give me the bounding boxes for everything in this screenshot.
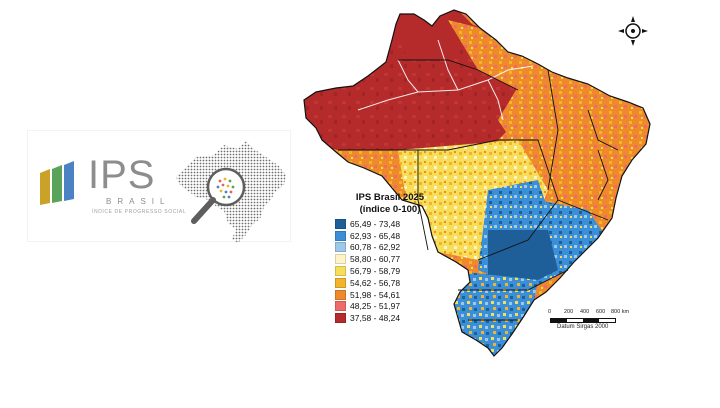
legend-label: 48,25 - 51,97	[350, 301, 401, 312]
scale-bar: 0 200 400 600 800 km Datum Sirgas 2000	[545, 309, 635, 339]
legend-swatch	[335, 301, 346, 312]
legend-label: 62,93 - 65,48	[350, 230, 401, 241]
legend-item: 60,78 - 62,92	[335, 242, 445, 254]
scale-tick-label: 600	[596, 309, 606, 315]
compass-rose-icon	[618, 16, 648, 46]
legend-label: 56,79 - 58,79	[350, 266, 401, 277]
legend-swatch	[335, 218, 346, 229]
legend-item: 56,79 - 58,79	[335, 265, 445, 277]
legend-item: 48,25 - 51,97	[335, 301, 445, 313]
magnifier-colored-dots	[216, 177, 235, 199]
ips-logo-subtext: BRASIL	[106, 197, 171, 206]
legend-swatch	[335, 289, 346, 300]
region-goias-blue	[488, 180, 548, 220]
legend-item: 51,98 - 54,61	[335, 289, 445, 301]
map-panel	[298, 0, 668, 360]
legend-label: 51,98 - 54,61	[350, 289, 401, 300]
scale-datum: Datum Sirgas 2000	[557, 324, 609, 330]
brazil-choropleth-map	[303, 9, 651, 357]
region-roraima	[388, 10, 478, 60]
region-mato-grosso	[408, 150, 508, 220]
legend-items: 65,49 - 73,48 62,93 - 65,48 60,78 - 62,92 5…	[335, 218, 445, 324]
legend-label: 58,80 - 60,77	[350, 254, 401, 265]
scale-tick-label: 400	[580, 309, 590, 315]
legend-label: 54,62 - 56,78	[350, 277, 401, 288]
legend-item: 65,49 - 73,48	[335, 218, 445, 230]
legend-item: 54,62 - 56,78	[335, 277, 445, 289]
legend-swatch	[335, 266, 346, 277]
scale-tick-label: 0	[548, 309, 552, 315]
scale-tick-label: 200	[564, 309, 574, 315]
legend-item: 62,93 - 65,48	[335, 230, 445, 242]
ips-brand-card: IPS BRASIL ÍNDICE DE PROGRESSO SOCIAL	[28, 131, 290, 243]
ips-logo-bars	[40, 161, 74, 205]
legend-swatch	[335, 242, 346, 253]
legend-swatch	[335, 313, 346, 324]
scale-bar-graphic	[550, 318, 616, 323]
amazon-rivers	[357, 39, 534, 121]
map-legend: IPS Brasil 2025 (índice 0-100) 65,49 - 7…	[335, 192, 445, 324]
logo-bar-green	[52, 165, 62, 203]
scale-tick-label: 800 km	[611, 309, 630, 315]
region-amapa-para	[448, 20, 548, 90]
magnifier-map-icon	[176, 141, 286, 243]
legend-title: IPS Brasil 2025	[355, 192, 425, 203]
ips-logo-text: IPS	[88, 153, 156, 197]
legend-item: 37,58 - 48,24	[335, 312, 445, 324]
state-borders	[338, 59, 619, 321]
legend-subtitle: (índice 0-100)	[359, 204, 421, 215]
legend-swatch	[335, 254, 346, 265]
ips-logo-tagline: ÍNDICE DE PROGRESSO SOCIAL	[92, 209, 187, 215]
logo-bar-yellow	[40, 169, 50, 205]
legend-label: 60,78 - 62,92	[350, 242, 401, 253]
legend-label: 65,49 - 73,48	[350, 218, 401, 229]
legend-label: 37,58 - 48,24	[350, 313, 401, 324]
magnifier-handle	[191, 197, 216, 224]
magnifier-lens	[206, 167, 246, 207]
legend-item: 58,80 - 60,77	[335, 253, 445, 265]
logo-bar-blue	[64, 161, 74, 201]
legend-swatch	[335, 230, 346, 241]
region-sao-paulo	[488, 230, 558, 290]
legend-swatch	[335, 277, 346, 288]
